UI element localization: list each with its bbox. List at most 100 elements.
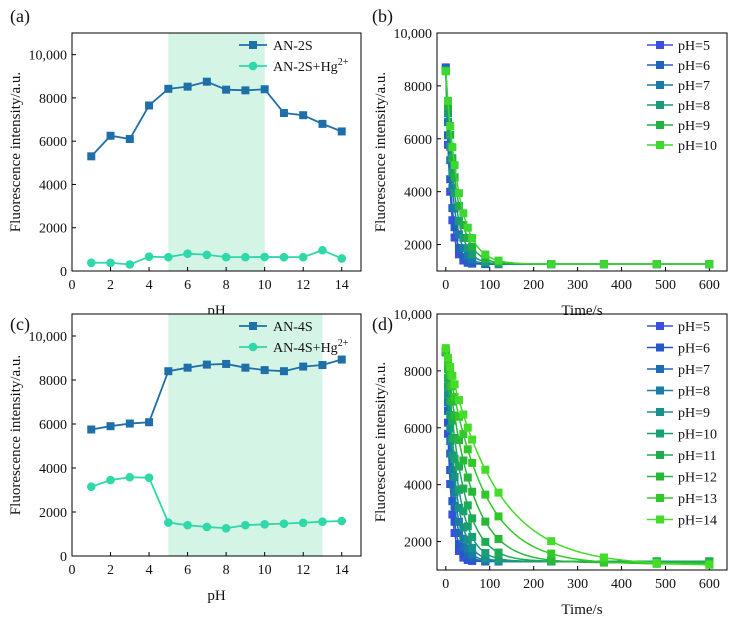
legend-marker [249,41,257,49]
x-tick-label: 6 [184,563,191,578]
series-0 [87,77,346,161]
data-point [448,216,457,225]
fit-curve [445,70,710,265]
data-point [547,556,556,565]
x-tick-label: 14 [335,563,349,578]
data-point [441,67,450,76]
data-point [299,111,308,120]
y-tick-label: 8000 [404,365,432,380]
y-tick-label: 6000 [404,422,432,437]
legend-text: AN-2S+Hg [273,60,338,75]
legend-label: pH=9 [678,119,710,134]
shaded-region [168,314,323,556]
data-point [299,362,308,371]
data-point [481,549,490,558]
y-tick-label: 2000 [404,536,432,551]
y-axis-label: Fluorescence intensity/a.u. [373,72,389,232]
fit-curve [445,347,710,566]
y-tick-label: 2000 [39,506,67,521]
data-point [87,152,96,161]
data-point [494,534,503,543]
fit-curve [445,351,710,563]
x-tick-label: 10 [258,563,272,578]
data-point [106,258,115,268]
x-axis-label: pH [207,588,226,604]
data-point [279,252,289,262]
data-point [459,507,468,516]
fit-curve [445,71,710,265]
data-point [337,254,347,263]
data-point [454,396,463,405]
legend-label: pH=11 [678,449,717,464]
data-point [279,519,289,528]
data-point [652,558,661,567]
data-point [337,355,346,364]
data-point [241,252,250,262]
legend-marker [656,101,664,109]
data-point [260,252,269,262]
legend-superscript: 2+ [338,57,349,68]
fit-curve [445,349,710,565]
data-point [106,131,115,140]
x-tick-label: 300 [567,278,588,293]
data-point [443,353,452,362]
fit-curve [445,352,710,563]
legend: pH=5 pH=6 pH=7 pH=8 pH=9 pH=10 [647,39,717,154]
x-tick-label: 600 [699,577,720,592]
data-point [448,154,457,163]
x-tick-label: 4 [146,563,153,578]
y-axis-label: Fluorescence intensity/a.u. [8,72,24,232]
y-tick-label: 10,000 [29,49,68,64]
data-point [652,260,661,269]
legend-label: pH=8 [678,385,710,400]
data-point [481,537,490,546]
data-point [494,488,503,497]
data-point [705,260,714,269]
y-tick-label: 8000 [39,374,67,389]
legend: AN-4S AN-4S+Hg2+ [239,320,349,356]
data-point [459,430,468,439]
data-point [144,473,154,482]
x-tick-label: 14 [335,278,349,293]
legend-marker [656,494,664,502]
data-point [86,258,96,268]
x-tick-label: 4 [146,278,153,293]
data-point [241,86,250,95]
fit-curve [445,67,710,265]
x-tick-label: 500 [655,278,676,293]
y-tick-label: 10,000 [394,308,433,323]
series-0 [87,355,346,434]
fit-curve [445,350,710,564]
fit-curve [445,350,710,563]
legend-label: pH=5 [678,320,710,335]
legend-label: pH=8 [678,99,710,114]
series-7 [441,346,714,567]
data-point [441,344,450,353]
axes-frame [436,32,728,272]
series-1 [441,64,714,269]
data-point [144,252,154,262]
data-point [450,161,459,170]
legend-marker [248,342,258,352]
data-point [125,472,135,482]
series-4 [441,347,714,566]
data-point [459,209,468,218]
series-4 [441,67,714,269]
data-point [106,475,115,485]
data-point [494,548,503,557]
data-point [463,445,472,454]
series-2 [441,66,714,269]
x-tick-label: 2 [107,563,114,578]
legend-superscript: 2+ [338,338,349,349]
y-tick-label: 4000 [39,178,67,193]
data-point [202,522,212,532]
x-tick-label: 8 [223,563,230,578]
data-point [106,422,115,431]
series-3 [441,347,714,566]
fit-curve [445,69,710,265]
y-tick-label: 4000 [404,186,432,201]
data-point [125,260,135,269]
data-point [241,363,250,372]
legend-marker [656,472,664,481]
x-tick-label: 300 [567,577,588,592]
